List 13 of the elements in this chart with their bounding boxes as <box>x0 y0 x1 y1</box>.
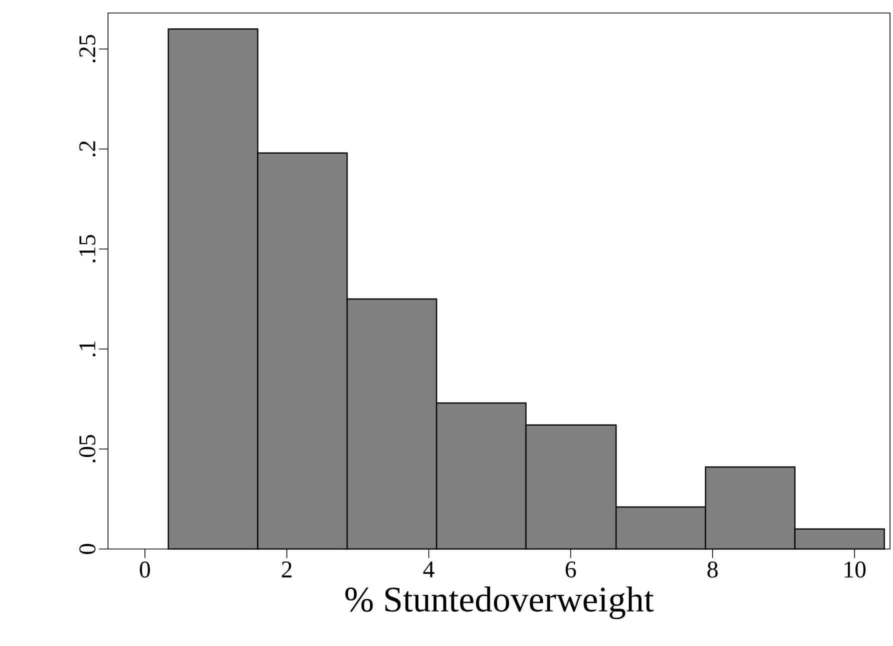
x-axis-title: % Stuntedoverweight <box>345 586 654 620</box>
y-tick-label: .05 <box>79 434 96 462</box>
x-tick-label: 6 <box>566 562 576 578</box>
y-tick-label: .15 <box>79 234 96 262</box>
x-tick-label: 10 <box>844 562 866 578</box>
y-tick-label: 0 <box>79 544 96 554</box>
x-tick-label: 4 <box>423 562 434 578</box>
y-tick-label: .2 <box>79 141 96 156</box>
y-tick-label: .25 <box>79 34 96 62</box>
x-tick-label: 0 <box>140 562 150 578</box>
x-tick-label: 2 <box>282 562 292 578</box>
y-tick-label: .1 <box>79 341 96 356</box>
x-tick-label: 8 <box>708 562 718 578</box>
